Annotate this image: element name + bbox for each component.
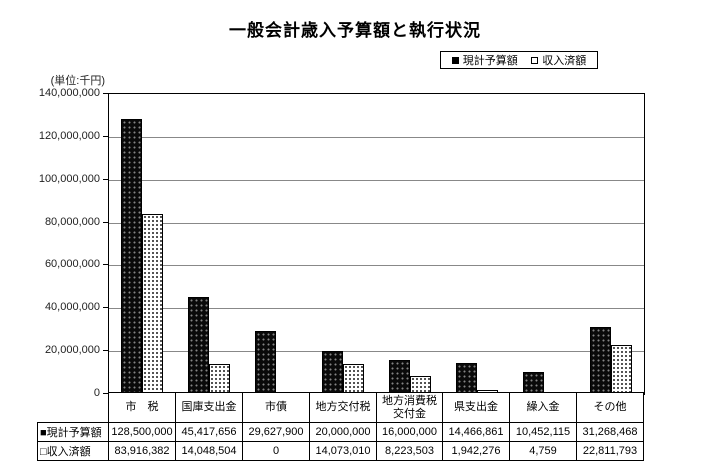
data-table: 市 税国庫支出金 市債 地方交付税 地方消費税 交付金 県支出金 繰入金 その他 ■現計予算額…	[37, 392, 644, 461]
bar-現計予算額-4	[322, 351, 343, 394]
bar-現計予算額-1	[121, 119, 142, 394]
bar-収入済額-2	[209, 364, 230, 394]
table-value-cell: 16,000,000	[376, 422, 443, 442]
category-header: 地方交付税	[309, 392, 377, 423]
legend-item-budget: 現計予算額	[451, 52, 518, 68]
bar-現計予算額-7	[523, 372, 544, 394]
y-axis-label: 140,000,000	[38, 87, 100, 99]
bar-収入済額-1	[142, 214, 163, 394]
table-value-cell: 45,417,656	[175, 422, 243, 442]
bar-収入済額-5	[410, 376, 431, 394]
table-value-cell: 0	[242, 441, 310, 461]
legend-label-received: 収入済額	[542, 55, 587, 67]
category-header: 市債	[242, 392, 310, 423]
table-value-cell: 22,811,793	[576, 441, 644, 461]
table-value-cell: 20,000,000	[309, 422, 377, 442]
table-value-cell: 31,268,468	[576, 422, 644, 442]
filled-square-icon	[451, 56, 459, 64]
table-value-cell: 14,466,861	[442, 422, 510, 442]
chart-plot-area	[108, 93, 645, 395]
y-axis-tick	[103, 350, 108, 351]
bar-現計予算額-3	[255, 331, 276, 394]
category-header: 県支出金	[442, 392, 510, 423]
bar-収入済額-8	[611, 345, 632, 394]
chart-title: 一般会計歳入予算額と執行状況	[229, 21, 481, 40]
table-value-cell: 83,916,382	[108, 441, 176, 461]
legend-label-budget: 現計予算額	[462, 55, 518, 67]
table-value-cell: 8,223,503	[376, 441, 443, 461]
bar-収入済額-4	[343, 364, 364, 394]
gridline	[109, 180, 644, 181]
table-value-cell: 4,759	[509, 441, 577, 461]
table-value-cell: 128,500,000	[108, 422, 176, 442]
table-value-cell: 1,942,276	[442, 441, 510, 461]
gridline	[109, 351, 644, 352]
category-header: 地方消費税 交付金	[376, 392, 443, 423]
gridline	[109, 265, 644, 266]
gridline	[109, 137, 644, 138]
y-axis-tick	[103, 264, 108, 265]
bar-現計予算額-2	[188, 297, 209, 394]
y-axis-label: 0	[93, 387, 100, 399]
legend-item-received: 収入済額	[531, 52, 586, 68]
open-square-icon	[531, 56, 539, 64]
y-axis-tick	[103, 307, 108, 308]
y-axis-label: 80,000,000	[44, 216, 100, 228]
y-axis-label: 120,000,000	[38, 130, 100, 142]
category-header: その他	[576, 392, 644, 423]
y-axis-label: 20,000,000	[44, 344, 100, 356]
bar-現計予算額-5	[389, 360, 410, 394]
y-axis-tick	[103, 179, 108, 180]
gridline	[109, 223, 644, 224]
table-value-cell: 14,073,010	[309, 441, 377, 461]
category-header: 国庫支出金	[175, 392, 243, 423]
gridline	[109, 308, 644, 309]
y-axis-tick	[103, 222, 108, 223]
y-axis-tick	[103, 93, 108, 94]
table-value-cell: 29,627,900	[242, 422, 310, 442]
y-axis-label: 40,000,000	[44, 301, 100, 313]
y-axis-tick	[103, 136, 108, 137]
category-header: 繰入金	[509, 392, 577, 423]
chart-legend: 現計予算額 収入済額	[440, 51, 598, 69]
y-axis-label: 60,000,000	[44, 258, 100, 270]
category-header: 市 税	[108, 392, 176, 423]
y-axis-tick	[103, 393, 108, 394]
table-value-cell: 14,048,504	[175, 441, 243, 461]
table-row-label: □収入済額	[37, 441, 109, 461]
bar-現計予算額-6	[456, 363, 477, 394]
table-corner-blank	[38, 393, 109, 423]
unit-label: (単位:千円)	[50, 75, 105, 87]
table-row-label: ■現計予算額	[37, 422, 109, 442]
bar-現計予算額-8	[590, 327, 611, 394]
y-axis-label: 100,000,000	[38, 173, 100, 185]
table-value-cell: 10,452,115	[509, 422, 577, 442]
